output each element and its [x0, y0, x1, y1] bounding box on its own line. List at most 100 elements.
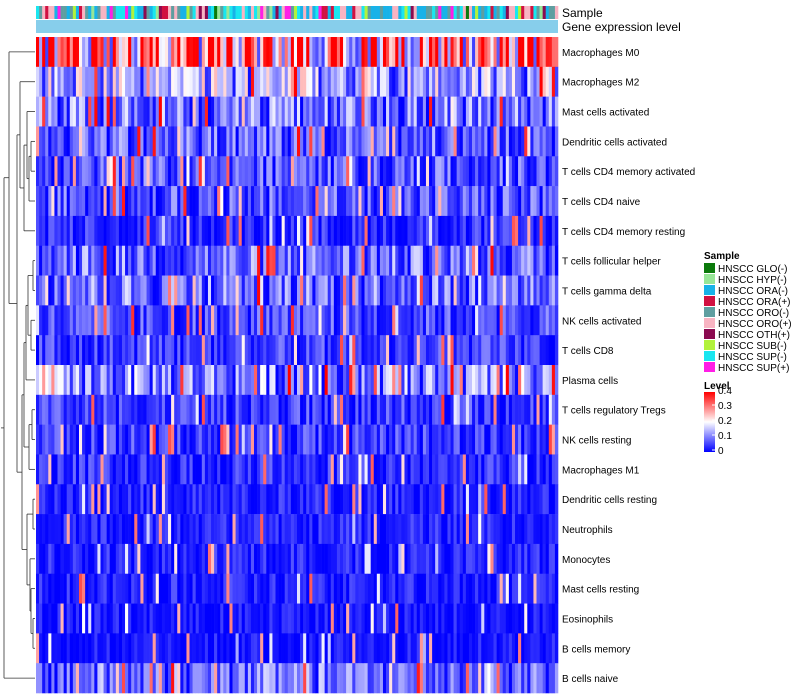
- heatmap-cell: [465, 37, 470, 68]
- heatmap-cell: [269, 365, 273, 396]
- heatmap-cell: [389, 96, 393, 127]
- heatmap-cell: [459, 573, 464, 604]
- heatmap-cell: [287, 126, 292, 157]
- heatmap-cell: [45, 275, 49, 306]
- heatmap-cell: [505, 186, 510, 217]
- heatmap-cell: [214, 156, 218, 187]
- heatmap-cell: [66, 275, 71, 306]
- heatmap-cell: [339, 543, 344, 575]
- heatmap-cell: [57, 156, 61, 187]
- heatmap-cell: [72, 543, 77, 575]
- heatmap-cell: [195, 156, 200, 187]
- heatmap-cell: [370, 424, 375, 455]
- heatmap-cell: [297, 335, 301, 366]
- heatmap-cell: [85, 484, 89, 515]
- heatmap-cell: [134, 454, 138, 485]
- heatmap-cell: [355, 275, 359, 306]
- heatmap-cell: [410, 424, 414, 455]
- heatmap-cell: [407, 275, 411, 306]
- sample-annotation-cell: [177, 6, 181, 19]
- heatmap-cell: [263, 424, 267, 455]
- heatmap-cell: [373, 275, 378, 306]
- heatmap-cell: [186, 245, 190, 276]
- heatmap-cell: [75, 514, 80, 545]
- heatmap-cell: [478, 96, 482, 127]
- heatmap-cell: [85, 514, 89, 545]
- heatmap-cell: [321, 96, 325, 127]
- heatmap-cell: [478, 543, 482, 575]
- heatmap-cell: [57, 186, 61, 217]
- heatmap-cell: [300, 335, 304, 366]
- heatmap-cell: [392, 454, 396, 485]
- heatmap-cell: [204, 96, 209, 127]
- heatmap-cell: [367, 245, 371, 276]
- heatmap-cell: [515, 305, 519, 336]
- heatmap-cell: [349, 543, 353, 575]
- heatmap-cell: [155, 543, 160, 575]
- heatmap-cell: [379, 305, 384, 336]
- heatmap-cell: [131, 305, 135, 336]
- heatmap-cell: [281, 37, 286, 68]
- heatmap-cell: [183, 156, 187, 187]
- heatmap-cell: [487, 603, 491, 634]
- heatmap-cell: [548, 603, 553, 634]
- heatmap-cell: [100, 245, 104, 276]
- heatmap-cell: [468, 186, 473, 217]
- heatmap-cell: [275, 454, 279, 485]
- heatmap-cell: [211, 394, 215, 425]
- heatmap-cell: [312, 245, 316, 276]
- heatmap-cell: [456, 305, 461, 336]
- heatmap-cell: [346, 424, 350, 455]
- heatmap-cell: [201, 275, 206, 306]
- heatmap-cell: [100, 663, 104, 694]
- heatmap-cell: [42, 633, 46, 664]
- heatmap-cell: [109, 186, 114, 217]
- heatmap-cell: [508, 663, 513, 694]
- heatmap-cell: [143, 543, 147, 575]
- heatmap-cell: [330, 96, 335, 127]
- heatmap-cell: [143, 305, 147, 336]
- heatmap-cell: [250, 603, 255, 634]
- heatmap-cell: [226, 663, 230, 694]
- heatmap-cell: [475, 66, 479, 97]
- heatmap-cell: [444, 514, 448, 545]
- heatmap-cell: [327, 245, 332, 276]
- heatmap-cell: [364, 484, 368, 515]
- heatmap-cell: [272, 156, 276, 187]
- heatmap-cell: [247, 633, 252, 664]
- heatmap-cell: [149, 275, 153, 306]
- heatmap-cell: [432, 543, 436, 575]
- heatmap-cell: [364, 335, 368, 366]
- heatmap-cell: [297, 66, 301, 97]
- heatmap-cell: [183, 603, 187, 634]
- heatmap-cell: [468, 66, 473, 97]
- sample-annotation-cell: [511, 6, 516, 19]
- heatmap-cell: [386, 96, 390, 127]
- heatmap-cell: [438, 126, 442, 157]
- heatmap-cell: [149, 454, 153, 485]
- heatmap-cell: [189, 215, 193, 247]
- heatmap-cell: [128, 186, 132, 217]
- heatmap-cell: [422, 126, 427, 157]
- heatmap-cell: [315, 633, 319, 664]
- heatmap-cell: [392, 275, 396, 306]
- heatmap-cell: [149, 245, 153, 276]
- heatmap-cell: [493, 514, 497, 545]
- heatmap-cell: [300, 245, 304, 276]
- heatmap-cell: [63, 454, 68, 485]
- heatmap-cell: [487, 365, 491, 396]
- heatmap-cell: [444, 37, 448, 68]
- heatmap-cell: [60, 215, 64, 247]
- heatmap-cell: [379, 424, 384, 455]
- heatmap-cell: [263, 37, 267, 68]
- heatmap-cell: [361, 37, 365, 68]
- row-label: T cells CD4 memory resting: [562, 227, 685, 238]
- heatmap-cell: [290, 156, 295, 187]
- heatmap-cell: [186, 633, 190, 664]
- heatmap-cell: [370, 573, 375, 604]
- sample-annotation-cell: [398, 6, 402, 19]
- heatmap-cell: [131, 96, 135, 127]
- heatmap-cell: [472, 543, 476, 575]
- heatmap-cell: [266, 603, 270, 634]
- heatmap-cell: [134, 186, 138, 217]
